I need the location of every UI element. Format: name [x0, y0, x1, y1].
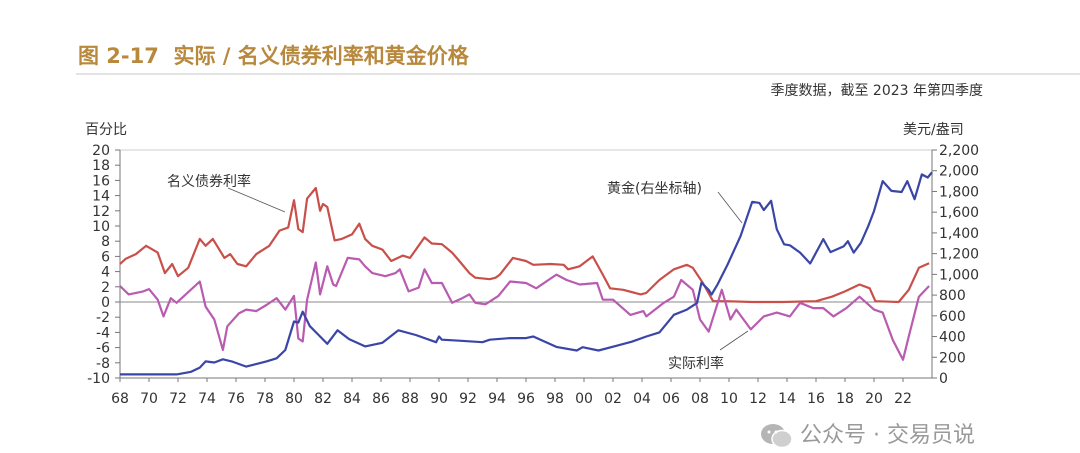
real-annotation: 实际利率 [668, 355, 724, 372]
right-tick-label: 400 [939, 330, 966, 346]
x-tick-label: 80 [285, 391, 303, 407]
gold-price-line [120, 171, 933, 376]
left-tick-label: 4 [101, 265, 110, 281]
gold-leader-line [717, 191, 743, 224]
x-tick-label: 14 [778, 391, 796, 407]
figure-title: 图 2-17 实际 / 名义债券利率和黄金价格 [78, 44, 469, 68]
left-tick-label: -8 [96, 356, 110, 372]
x-tick-label: 08 [691, 391, 709, 407]
left-axis-label: 百分比 [85, 122, 127, 138]
right-tick-label: 1,800 [939, 184, 979, 200]
wechat-icon [761, 424, 793, 449]
real-rate-line [119, 256, 930, 361]
left-tick-label: 6 [101, 249, 110, 265]
x-tick-label: 76 [227, 391, 245, 407]
x-tick-label: 78 [256, 391, 274, 407]
real-leader-line [719, 330, 749, 351]
right-tick-label: 200 [939, 350, 966, 366]
x-tick-label: 86 [372, 391, 390, 407]
right-tick-label: 800 [939, 288, 966, 304]
right-axis-label: 美元/盎司 [903, 122, 964, 138]
x-tick-label: 90 [430, 391, 448, 407]
right-tick-label: 1,200 [939, 247, 979, 263]
x-tick-label: 18 [836, 391, 854, 407]
nominal-leader-line [227, 187, 286, 213]
left-tick-label: 10 [92, 219, 110, 235]
x-tick-label: 02 [604, 391, 622, 407]
x-tick-label: 82 [314, 391, 332, 407]
x-tick-label: 84 [343, 391, 361, 407]
x-tick-label: 70 [140, 391, 158, 407]
nominal-annotation: 名义债券利率 [167, 173, 251, 190]
left-tick-label: 12 [92, 204, 110, 220]
x-tick-label: 88 [401, 391, 419, 407]
series-lines [119, 171, 933, 376]
left-tick-label: -2 [96, 310, 110, 326]
annotations: 名义债券利率 黄金(右坐标轴) 实际利率 [167, 173, 749, 372]
left-tick-label: 14 [92, 189, 110, 205]
right-tick-label: 2,200 [939, 143, 979, 159]
left-tick-label: 20 [92, 143, 110, 159]
x-tick-label: 04 [633, 391, 651, 407]
x-tick-label: 98 [546, 391, 564, 407]
x-tick-label: 16 [807, 391, 825, 407]
right-tick-label: 600 [939, 309, 966, 325]
left-tick-label: 8 [101, 234, 110, 250]
x-tick-label: 96 [517, 391, 535, 407]
left-tick-label: -6 [96, 341, 110, 357]
axes: 20181614121086420-2-4-6-8-102,2002,0001,… [87, 143, 979, 407]
watermark-text: 公众号 · 交易员说 [800, 423, 975, 448]
watermark: 公众号 · 交易员说 [760, 422, 975, 450]
figure-subtitle: 季度数据，截至 2023 年第四季度 [770, 83, 983, 99]
x-tick-label: 72 [169, 391, 187, 407]
right-tick-label: 2,000 [939, 164, 979, 180]
title-divider [76, 73, 1080, 75]
x-tick-label: 20 [865, 391, 883, 407]
right-tick-label: 0 [939, 371, 948, 387]
x-tick-label: 10 [720, 391, 738, 407]
x-tick-label: 68 [111, 391, 129, 407]
left-tick-label: -4 [96, 325, 110, 341]
left-tick-label: 2 [101, 280, 110, 296]
x-tick-label: 74 [198, 391, 216, 407]
right-tick-label: 1,600 [939, 205, 979, 221]
left-tick-label: -10 [87, 371, 110, 387]
x-tick-label: 06 [662, 391, 680, 407]
left-tick-label: 0 [101, 295, 110, 311]
x-tick-label: 00 [575, 391, 593, 407]
x-tick-label: 12 [749, 391, 767, 407]
gold-annotation: 黄金(右坐标轴) [607, 180, 702, 197]
x-tick-label: 94 [488, 391, 506, 407]
nominal-rate-line [119, 186, 930, 304]
x-tick-label: 92 [459, 391, 477, 407]
left-tick-label: 16 [92, 173, 110, 189]
x-tick-label: 22 [894, 391, 912, 407]
right-tick-label: 1,400 [939, 226, 979, 242]
left-tick-label: 18 [92, 158, 110, 174]
right-tick-label: 1,000 [939, 267, 979, 283]
